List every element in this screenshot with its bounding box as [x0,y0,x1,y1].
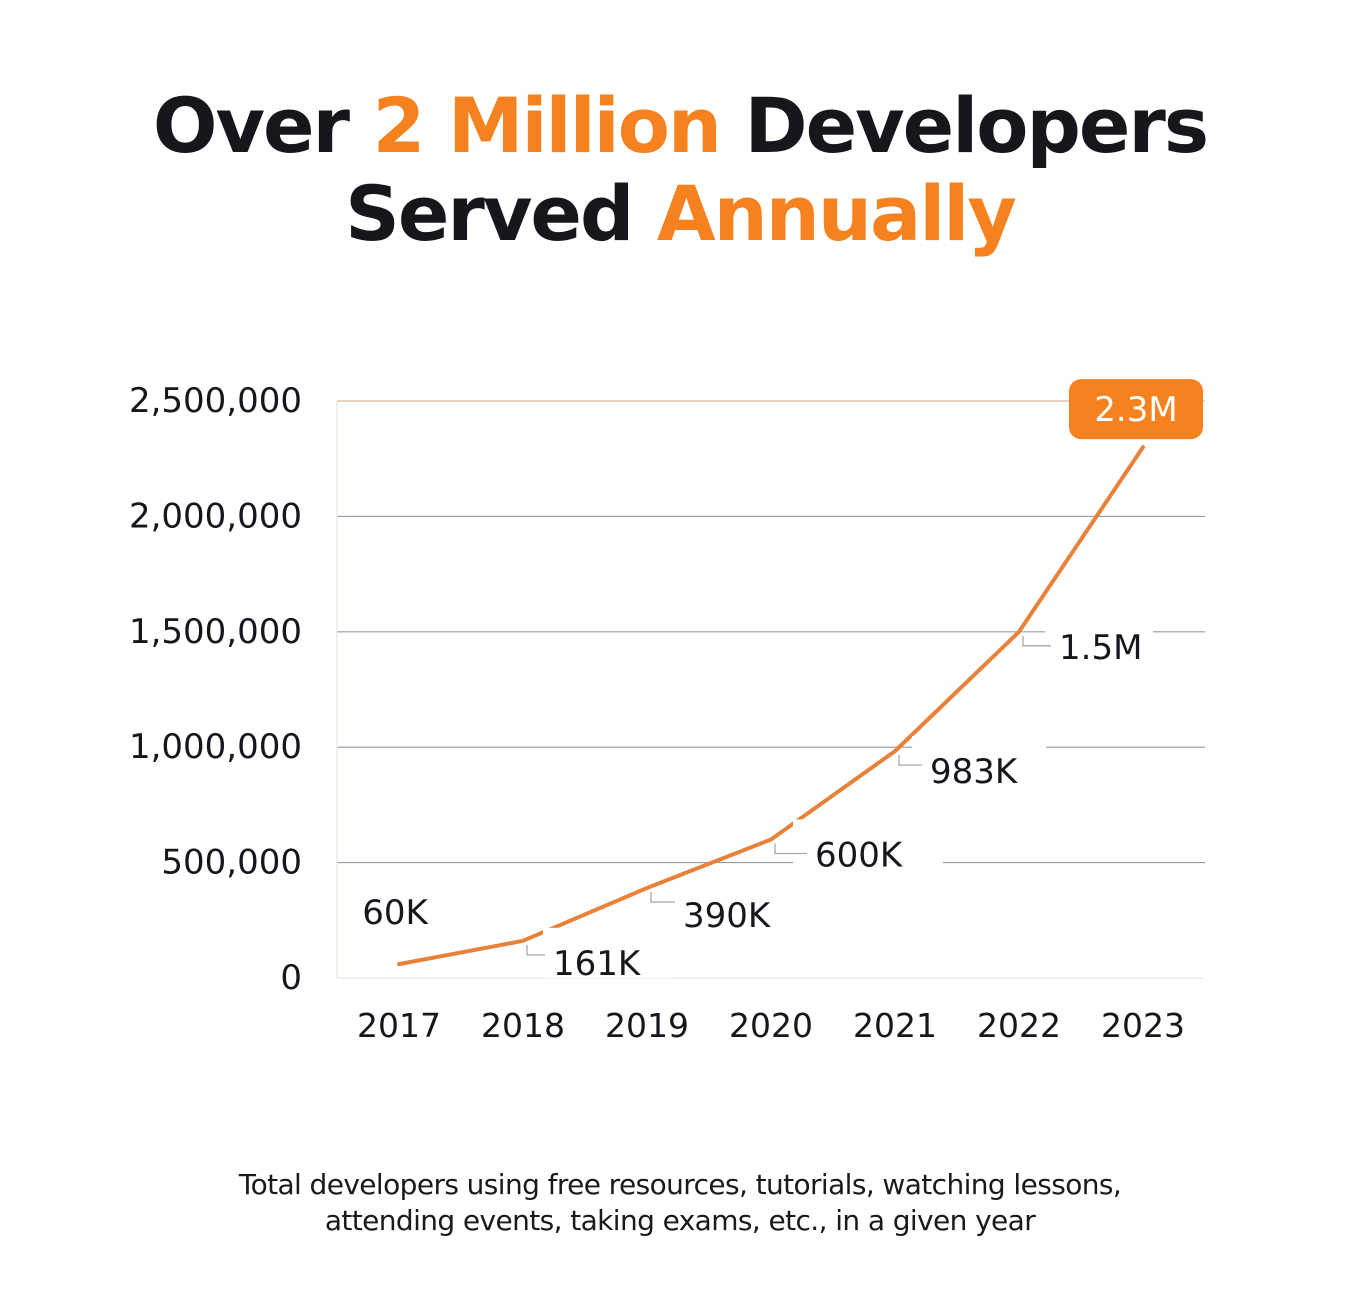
caption-line-1: Total developers using free resources, t… [238,1168,1122,1201]
data-label-background [673,879,783,928]
data-label-leader [898,755,922,766]
data-label-background [1045,611,1153,660]
x-tick-label: 2019 [605,1006,689,1045]
data-label-background [793,819,943,868]
data-label-leader [1022,635,1051,647]
title-word-served: Served [345,169,634,258]
y-tick-label: 1,500,000 [129,612,302,652]
title-line-2: Served Annually [0,176,1360,252]
x-axis-tick-labels: 2017 2018 2019 2020 2021 2022 2023 [357,1006,1185,1045]
data-label: 390K [683,896,772,936]
data-label-background [912,736,1046,785]
data-label: 161K [553,944,642,984]
data-label: 1.5M [1059,628,1142,668]
x-tick-label: 2021 [853,1006,937,1045]
y-tick-label: 0 [280,958,302,998]
y-tick-label: 1,000,000 [129,727,302,767]
data-label-leader [650,891,675,903]
highlight-label-badge [1069,379,1203,440]
x-tick-label: 2022 [977,1006,1061,1045]
y-tick-label: 2,500,000 [129,381,302,421]
data-label-leader [774,843,807,855]
y-tick-label: 2,000,000 [129,496,302,536]
data-label-leader [526,944,545,956]
data-label: 600K [815,836,904,876]
x-tick-label: 2020 [729,1006,813,1045]
data-label: 2.3M [1094,390,1177,430]
caption-line-2: attending events, taking exams, etc., in… [324,1204,1036,1237]
series-line [397,445,1145,967]
title-highlight-annually: Annually [656,169,1017,258]
title-line-1: Over 2 Million Developers [0,88,1360,164]
data-label: 983K [930,752,1019,792]
series-line-path [397,445,1145,967]
x-tick-label: 2018 [481,1006,565,1045]
data-label: 60K [362,893,429,933]
x-tick-label: 2017 [357,1006,441,1045]
title-word-developers: Developers [744,81,1209,170]
title-word-over: Over [152,81,350,170]
x-tick-label: 2023 [1101,1006,1185,1045]
data-label-background [347,877,443,926]
grid-lines [336,400,1205,979]
y-tick-label: 500,000 [161,843,302,883]
y-axis-tick-labels: 0 500,000 1,000,000 1,500,000 2,000,000 2,500… [129,381,302,998]
title-highlight-2-million: 2 Million [372,81,722,170]
data-label-background [543,927,673,978]
data-labels: 60K 161K 390K 600K 983K 1.5M 2.3M [347,379,1203,984]
